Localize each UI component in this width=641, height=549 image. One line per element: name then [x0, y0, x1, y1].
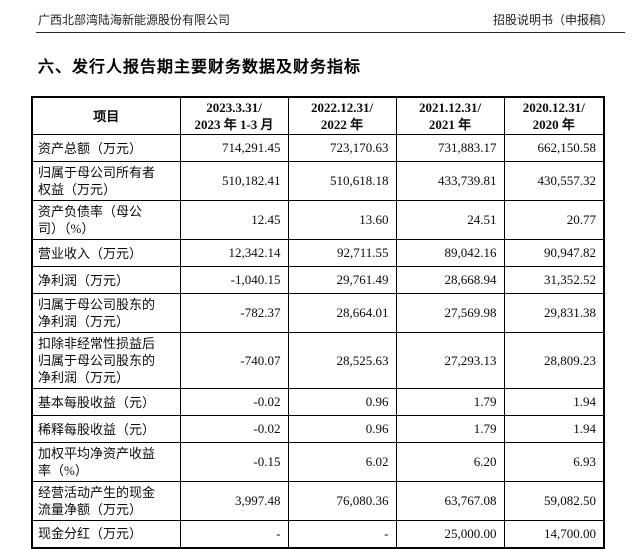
row-value: 510,182.41 — [179, 161, 289, 201]
row-value: -782.37 — [179, 293, 289, 333]
table-row: 资产总额（万元） 714,291.45 723,170.63 731,883.17 66… — [31, 134, 605, 162]
row-value: 27,293.13 — [395, 332, 505, 389]
row-label: 归属于母公司所有者 权益（万元） — [31, 161, 181, 201]
row-label: 稀释每股收益（元） — [31, 415, 181, 443]
table-row: 加权平均净资产收益 率（%） -0.15 6.02 6.20 6.93 — [31, 442, 605, 482]
row-value: 31,352.52 — [503, 266, 605, 294]
document-header: 广西北部湾陆海新能源股份有限公司 招股说明书（申报稿） — [38, 12, 613, 28]
row-value: 6.02 — [287, 442, 397, 482]
table-row: 稀释每股收益（元） -0.02 0.96 1.79 1.94 — [31, 415, 605, 443]
row-value: 662,150.58 — [503, 134, 605, 162]
row-value: 433,739.81 — [395, 161, 505, 201]
row-label: 资产总额（万元） — [31, 134, 181, 162]
row-value: 6.93 — [503, 442, 605, 482]
row-value: 3,997.48 — [179, 481, 289, 521]
row-value: -1,040.15 — [179, 266, 289, 294]
document-type-label: 招股说明书（申报稿） — [492, 13, 613, 27]
financial-table: 项目 2023.3.31/ 2023 年 1-3 月 2022.12.31/ 2… — [31, 96, 605, 549]
row-label: 基本每股收益（元） — [31, 388, 181, 416]
row-value: 510,618.18 — [287, 161, 397, 201]
row-value: 0.96 — [287, 415, 397, 443]
row-value: 723,170.63 — [287, 134, 397, 162]
row-value: 25,000.00 — [395, 520, 505, 548]
row-value: 29,761.49 — [287, 266, 397, 294]
column-header-2022: 2022.12.31/ 2022 年 — [287, 96, 397, 135]
row-value: 6.20 — [395, 442, 505, 482]
row-label: 扣除非经常性损益后 归属于母公司股东的 净利润（万元） — [31, 332, 181, 389]
section-title: 六、发行人报告期主要财务数据及财务指标 — [38, 59, 362, 76]
row-label: 资产负债率（母公 司）（%） — [31, 200, 181, 240]
row-value: 89,042.16 — [395, 239, 505, 267]
row-value: 76,080.36 — [287, 481, 397, 521]
row-label: 净利润（万元） — [31, 266, 181, 294]
column-header-item: 项目 — [31, 96, 181, 135]
row-value: 12,342.14 — [179, 239, 289, 267]
table-row: 归属于母公司股东的 净利润（万元） -782.37 28,664.01 27,569.… — [31, 293, 605, 333]
row-label: 归属于母公司股东的 净利润（万元） — [31, 293, 181, 333]
row-value: 714,291.45 — [179, 134, 289, 162]
row-value: 430,557.32 — [503, 161, 605, 201]
row-value: 13.60 — [287, 200, 397, 240]
row-label: 加权平均净资产收益 率（%） — [31, 442, 181, 482]
table-row: 营业收入（万元） 12,342.14 92,711.55 89,042.16 90,94… — [31, 239, 605, 267]
row-value: 28,809.23 — [503, 332, 605, 389]
row-value: 12.45 — [179, 200, 289, 240]
row-value: 28,525.63 — [287, 332, 397, 389]
table-row: 归属于母公司所有者 权益（万元） 510,182.41 510,618.18 433,… — [31, 161, 605, 201]
row-value: 1.79 — [395, 415, 505, 443]
row-value: -0.02 — [179, 415, 289, 443]
row-value: 63,767.08 — [395, 481, 505, 521]
company-name: 广西北部湾陆海新能源股份有限公司 — [38, 13, 231, 27]
row-value: - — [287, 520, 397, 548]
table-row: 扣除非经常性损益后 归属于母公司股东的 净利润（万元） -740.07 28,525… — [31, 332, 605, 389]
row-value: -740.07 — [179, 332, 289, 389]
header-divider — [36, 32, 625, 33]
row-value: - — [179, 520, 289, 548]
row-value: 24.51 — [395, 200, 505, 240]
row-label: 经营活动产生的现金 流量净额（万元） — [31, 481, 181, 521]
row-value: 27,569.98 — [395, 293, 505, 333]
row-value: 59,082.50 — [503, 481, 605, 521]
table-row: 现金分红（万元） - -25,000.00 14,700.00 — [31, 520, 605, 548]
table-header-row: 项目 2023.3.31/ 2023 年 1-3 月 2022.12.31/ 2… — [31, 96, 605, 135]
row-value: 28,668.94 — [395, 266, 505, 294]
row-value: 1.79 — [395, 388, 505, 416]
row-value: 0.96 — [287, 388, 397, 416]
row-value: 28,664.01 — [287, 293, 397, 333]
table-row: 基本每股收益（元） -0.02 0.96 1.79 1.94 — [31, 388, 605, 416]
row-value: 92,711.55 — [287, 239, 397, 267]
row-value: 731,883.17 — [395, 134, 505, 162]
table-header: 项目 2023.3.31/ 2023 年 1-3 月 2022.12.31/ 2… — [31, 96, 605, 135]
column-header-2023q1: 2023.3.31/ 2023 年 1-3 月 — [179, 96, 289, 135]
table-row: 净利润（万元） -1,040.15 29,761.49 28,668.94 31,352… — [31, 266, 605, 294]
row-value: 14,700.00 — [503, 520, 605, 548]
row-value: 20.77 — [503, 200, 605, 240]
column-header-2020: 2020.12.31/ 2020 年 — [503, 96, 605, 135]
financial-table-body: 资产总额（万元） 714,291.45 723,170.63 731,883.17 66… — [31, 134, 605, 548]
row-value: 1.94 — [503, 388, 605, 416]
row-value: -0.02 — [179, 388, 289, 416]
row-value: 90,947.82 — [503, 239, 605, 267]
column-header-2021: 2021.12.31/ 2021 年 — [395, 96, 505, 135]
row-label: 现金分红（万元） — [31, 520, 181, 548]
row-value: 29,831.38 — [503, 293, 605, 333]
table-row: 资产负债率（母公 司）（%） 12.45 13.60 24.51 20.77 — [31, 200, 605, 240]
table-row: 经营活动产生的现金 流量净额（万元） 3,997.48 76,080.36 63,76… — [31, 481, 605, 521]
row-value: 1.94 — [503, 415, 605, 443]
row-value: -0.15 — [179, 442, 289, 482]
row-label: 营业收入（万元） — [31, 239, 181, 267]
